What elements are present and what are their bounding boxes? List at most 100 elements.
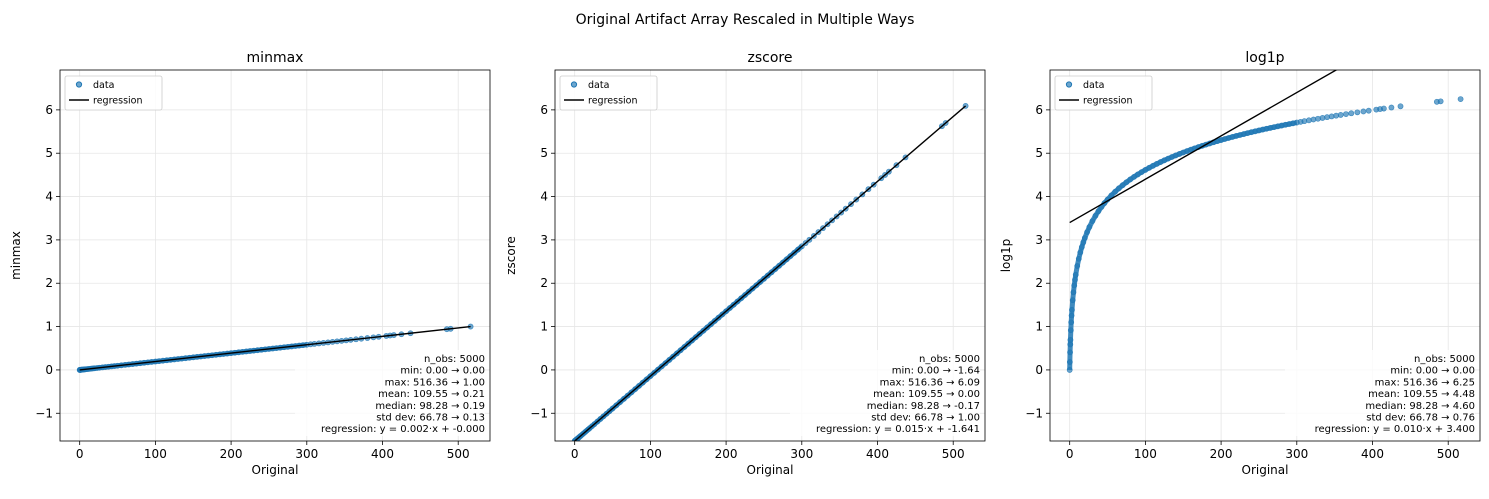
stats-line: regression: y = 0.002·x + -0.000 [321,424,485,435]
x-tick-label: 500 [942,447,965,461]
legend-label-regression: regression [588,96,638,107]
y-tick-label: 5 [1035,146,1043,160]
legend: data regression [64,75,163,111]
data-point [1388,104,1395,111]
x-tick-label: 0 [571,447,579,461]
x-tick-label: 400 [866,447,889,461]
legend-label-data: data [93,80,114,91]
legend-box [1054,75,1153,111]
y-tick-label: 2 [45,276,53,290]
regression-line [574,105,967,441]
data-point [1360,108,1367,115]
x-tick-label: 200 [1210,447,1233,461]
legend-box [559,75,658,111]
x-axis-label: Original [747,463,794,477]
stats-line: max: 516.36 → 1.00 [385,377,485,388]
data-point [1457,96,1464,102]
legend-label-regression: regression [1083,96,1133,107]
x-tick-label: 400 [1361,447,1384,461]
y-tick-label: −1 [35,406,53,420]
data-points [76,323,474,373]
x-tick-label: 200 [220,447,243,461]
x-tick-label: 0 [1066,447,1074,461]
x-tick-label: 0 [76,447,84,461]
y-tick-label: 6 [1035,103,1043,117]
x-tick-label: 100 [639,447,662,461]
data-point [1437,98,1444,105]
stats-line: n_obs: 5000 [424,354,485,365]
y-tick-label: 3 [45,233,53,247]
y-tick-label: 0 [540,363,548,377]
y-tick-label: −1 [1025,406,1043,420]
stats-line: min: 0.00 → 0.00 [1390,366,1475,377]
stats-line: n_obs: 5000 [919,354,980,365]
subplot-title: log1p [1245,50,1284,66]
y-tick-label: 3 [540,233,548,247]
stats-line: std dev: 66.78 → 0.76 [1366,413,1475,424]
stats-line: std dev: 66.78 → 1.00 [871,413,980,424]
subplot-minmax: 0 100 200 300 400 500 −1 0 1 2 3 4 5 6 minmax Original m… [9,50,491,477]
legend-label-data: data [1083,80,1104,91]
y-tick-label: 5 [540,146,548,160]
x-tick-label: 300 [295,447,318,461]
x-tick-label: 100 [1134,447,1157,461]
stats-line: n_obs: 5000 [1414,354,1475,365]
x-tick-label: 500 [447,447,470,461]
stats-line: mean: 109.55 → 0.00 [873,389,980,400]
data-points [1066,70,1464,373]
stats-line: median: 98.28 → 0.19 [375,401,485,412]
subplot-log1p: 0 100 200 300 400 500 −1 0 1 2 3 4 5 6 log1p Original lo… [999,50,1481,477]
legend-marker-data [570,81,578,88]
x-tick-label: 300 [790,447,813,461]
y-tick-label: 4 [1035,190,1043,204]
axes-frame [1049,69,1481,442]
y-tick-label: 1 [1035,320,1043,334]
stats-box [790,350,980,436]
regression-line [79,325,471,371]
y-tick-label: 2 [1035,276,1043,290]
subplot-title: minmax [247,50,304,66]
stats-line: min: 0.00 → -1.64 [892,366,980,377]
stats-line: min: 0.00 → 0.00 [400,366,485,377]
y-tick-label: 2 [540,276,548,290]
stats-line: mean: 109.55 → 4.48 [1368,389,1475,400]
data-point [1354,109,1361,116]
x-axis-label: Original [252,463,299,477]
stats-line: regression: y = 0.010·x + 3.400 [1315,424,1475,435]
y-tick-label: 0 [45,363,53,377]
y-axis-label: zscore [504,236,518,275]
y-tick-label: −1 [530,406,548,420]
stats-line: max: 516.36 → 6.25 [1375,377,1475,388]
x-axis-label: Original [1242,463,1289,477]
legend-box [64,75,163,111]
y-tick-label: 6 [45,103,53,117]
data-point [1365,107,1372,114]
y-tick-label: 3 [1035,233,1043,247]
legend-label-regression: regression [93,96,143,107]
x-tick-label: 500 [1437,447,1460,461]
y-tick-label: 5 [45,146,53,160]
y-tick-label: 1 [540,320,548,334]
y-tick-label: 0 [1035,363,1043,377]
stats-box [295,350,485,436]
y-tick-label: 4 [45,190,53,204]
legend-marker-data [1065,81,1073,88]
data-point [1348,110,1355,117]
stats-line: std dev: 66.78 → 0.13 [376,413,485,424]
regression-line [1069,70,1338,224]
axes-frame [554,69,986,442]
stats-box [1285,350,1475,436]
data-point [1337,112,1344,118]
data-point [1343,111,1349,117]
axes-frame [59,69,491,442]
figure-title: Original Artifact Array Rescaled in Mult… [576,12,915,28]
y-axis-label: log1p [999,239,1013,273]
y-tick-label: 4 [540,190,548,204]
subplot-title: zscore [748,50,793,66]
stats-line: max: 516.36 → 6.09 [880,377,980,388]
data-point [1380,105,1387,112]
stats-line: mean: 109.55 → 0.21 [378,389,485,400]
